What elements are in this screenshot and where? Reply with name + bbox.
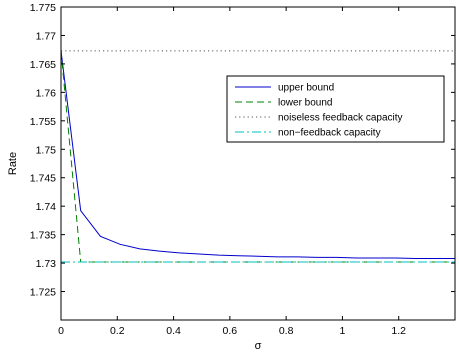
x-tick-label: 1.2 xyxy=(391,325,406,337)
legend-entry-noiseless-feedback-capacity: noiseless feedback capacity xyxy=(278,113,403,124)
legend-entry-lower-bound: lower bound xyxy=(278,98,332,109)
x-tick-label: 0.6 xyxy=(223,325,238,337)
x-tick-label: 0.2 xyxy=(110,325,125,337)
series-line-upper-bound xyxy=(61,50,455,260)
y-tick-label: 1.745 xyxy=(30,173,56,185)
legend-entry-upper-bound: upper bound xyxy=(278,83,334,94)
x-axis-label: σ xyxy=(255,340,262,352)
plot-lines xyxy=(61,50,455,263)
x-tick-label: 0.4 xyxy=(166,325,181,337)
y-axis-label: Rate xyxy=(7,152,19,175)
y-tick-label: 1.735 xyxy=(30,230,56,242)
plot-frame xyxy=(60,6,456,321)
y-tick-label: 1.755 xyxy=(30,116,56,128)
legend-entry-non-feedback-capacity: non−feedback capacity xyxy=(278,128,381,139)
y-tick-label: 1.765 xyxy=(30,59,56,71)
y-tick-label: 1.74 xyxy=(36,201,57,213)
legend: upper bound lower bound noiseless feedback… xyxy=(226,75,445,143)
x-tick-label: 0.8 xyxy=(279,325,294,337)
x-tick-label: 1 xyxy=(340,325,346,337)
y-tick-label: 1.77 xyxy=(36,30,57,42)
y-tick-label: 1.73 xyxy=(36,258,57,270)
x-axis-ticks: 0 0.2 0.4 0.6 0.8 1 1.2 xyxy=(58,7,406,337)
y-tick-label: 1.76 xyxy=(36,87,57,99)
y-tick-label: 1.75 xyxy=(36,144,57,156)
x-tick-label: 0 xyxy=(58,325,64,337)
y-axis-ticks: 1.725 1.73 1.735 1.74 1.745 1.75 1.755 1.76 1.76… xyxy=(30,2,455,299)
y-tick-label: 1.775 xyxy=(30,2,56,14)
y-tick-label: 1.725 xyxy=(30,287,56,299)
